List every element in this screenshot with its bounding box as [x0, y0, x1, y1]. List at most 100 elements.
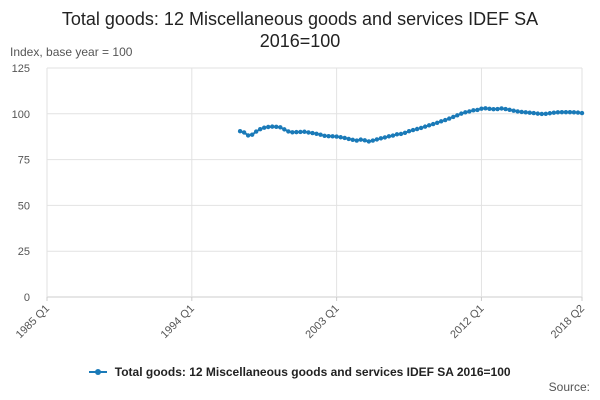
data-point	[258, 126, 263, 132]
data-point	[567, 109, 573, 115]
data-point	[342, 135, 347, 141]
data-point	[475, 107, 480, 113]
chart-title-line-1: Total goods: 12 Miscellaneous goods and …	[61, 9, 539, 29]
data-point	[483, 106, 488, 111]
legend-series-marker	[89, 367, 108, 377]
data-point	[495, 106, 500, 112]
y-tick-label: 0	[24, 292, 30, 304]
chart-title-line-2: 2016=100	[259, 31, 341, 51]
chart-title: Total goods: 12 Miscellaneous goods and …	[0, 8, 600, 52]
data-point	[378, 136, 384, 141]
data-point	[294, 129, 299, 135]
data-point	[249, 132, 255, 137]
data-point	[362, 138, 367, 143]
data-point	[326, 133, 331, 139]
data-point	[338, 135, 343, 140]
data-point	[487, 106, 492, 112]
data-point	[471, 108, 476, 113]
legend-series-label: Total goods: 12 Miscellaneous goods and …	[114, 364, 511, 379]
data-point	[559, 109, 565, 115]
data-point	[547, 111, 553, 116]
source-label: Source:	[548, 380, 590, 394]
data-point	[455, 113, 460, 118]
data-point	[555, 110, 561, 115]
data-point	[523, 110, 528, 115]
data-point	[262, 125, 267, 130]
data-point	[414, 126, 420, 132]
data-point	[370, 138, 376, 143]
data-point	[426, 123, 432, 128]
data-point	[551, 110, 557, 115]
data-point	[318, 132, 323, 137]
y-tick-label: 125	[12, 63, 30, 75]
data-point	[386, 134, 392, 139]
data-point	[394, 132, 400, 137]
x-tick-label: 2012 Q1	[448, 303, 486, 341]
data-point	[374, 137, 380, 142]
data-point	[539, 111, 544, 117]
data-point	[515, 109, 520, 114]
data-point	[491, 107, 496, 112]
data-point	[274, 124, 279, 130]
data-point	[402, 130, 408, 136]
data-point	[503, 106, 508, 112]
data-point	[410, 127, 416, 133]
data-point	[463, 110, 468, 115]
data-point	[499, 106, 504, 111]
data-point	[434, 120, 440, 125]
x-tick-label: 1985 Q1	[14, 303, 52, 341]
data-point	[278, 125, 283, 130]
data-point	[310, 130, 315, 136]
data-point	[563, 109, 569, 115]
data-point	[253, 129, 259, 134]
data-point	[571, 110, 577, 115]
data-point	[406, 129, 412, 134]
data-point	[579, 110, 585, 116]
x-tick-label: 2018 Q2	[549, 303, 587, 341]
data-point	[330, 134, 335, 139]
data-point	[241, 130, 247, 135]
data-point	[358, 137, 363, 142]
data-point	[350, 137, 355, 143]
data-point	[302, 129, 307, 134]
data-point	[314, 131, 319, 136]
y-tick-label: 25	[18, 246, 30, 258]
data-point	[334, 134, 339, 139]
data-point	[543, 111, 548, 117]
data-point	[535, 111, 540, 116]
data-point	[306, 130, 311, 135]
data-point	[479, 106, 484, 111]
data-point	[527, 110, 532, 115]
data-point	[298, 129, 303, 135]
x-tick-label: 2003 Q1	[303, 303, 341, 341]
data-point	[467, 109, 472, 114]
data-point	[459, 111, 464, 116]
data-point	[366, 139, 371, 144]
data-point	[382, 135, 388, 140]
data-point	[390, 133, 396, 138]
data-point	[575, 110, 581, 115]
data-point	[286, 129, 291, 134]
data-point	[270, 124, 275, 129]
data-point	[346, 136, 351, 142]
x-tick-label: 1994 Q1	[159, 303, 197, 341]
legend[interactable]: Total goods: 12 Miscellaneous goods and …	[0, 364, 600, 379]
data-point	[519, 109, 524, 115]
y-tick-label: 100	[12, 109, 30, 121]
data-point	[322, 133, 327, 138]
data-point	[511, 108, 516, 113]
data-point	[439, 119, 444, 124]
data-point	[266, 124, 271, 130]
data-point	[282, 127, 287, 132]
data-point	[422, 124, 428, 129]
data-point	[245, 133, 251, 138]
data-point	[531, 110, 536, 116]
data-point	[451, 114, 456, 120]
data-point	[507, 107, 512, 112]
data-point	[430, 121, 436, 127]
data-point	[447, 116, 452, 121]
y-axis-label: Index, base year = 100	[10, 45, 133, 59]
data-point	[443, 117, 448, 123]
